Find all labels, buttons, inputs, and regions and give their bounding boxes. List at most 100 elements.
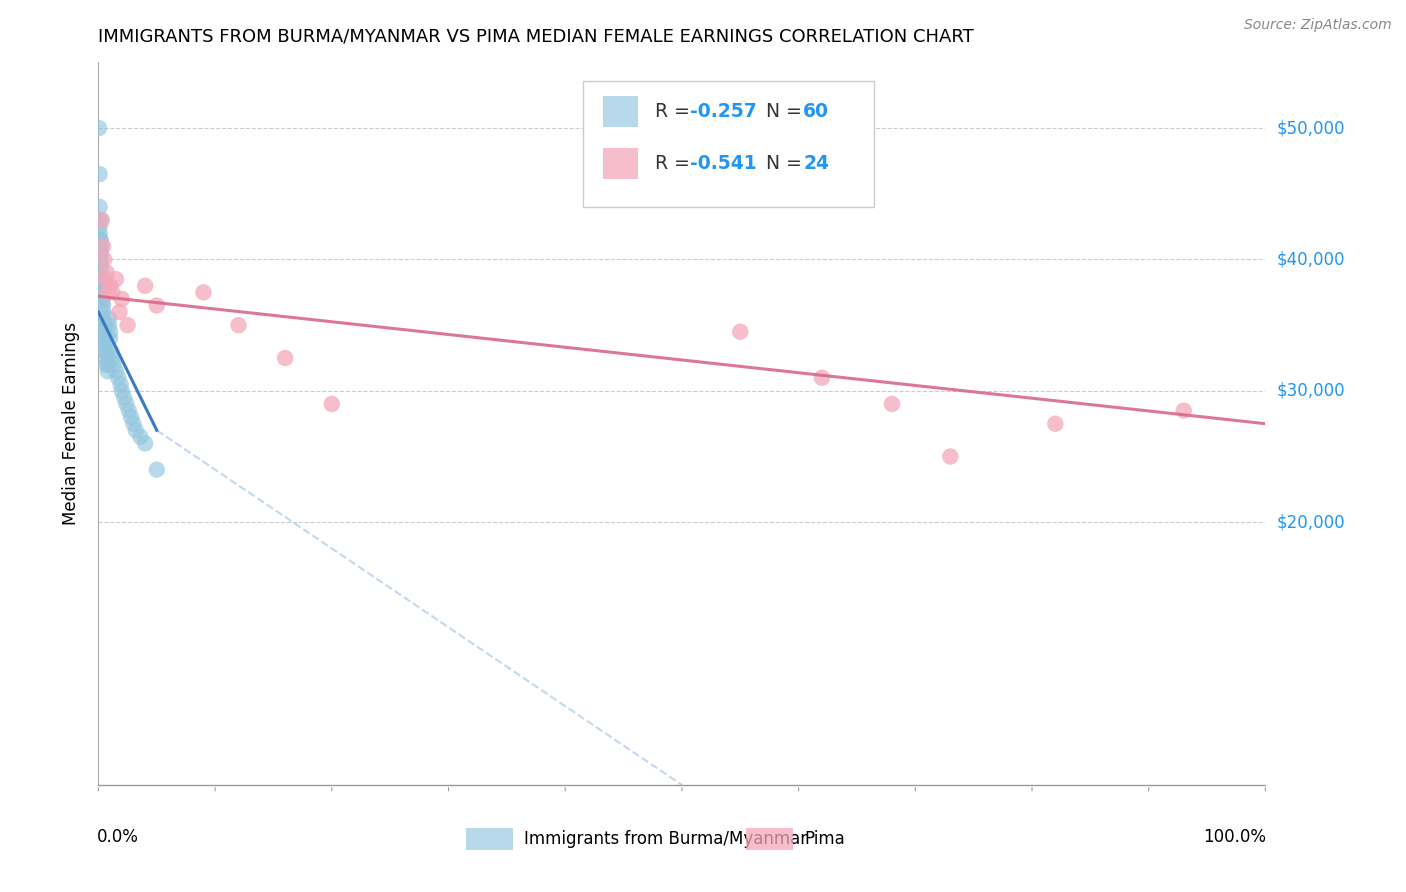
Point <box>98 331 121 345</box>
Text: Pima: Pima <box>804 830 845 848</box>
Point <box>90 259 112 273</box>
Point <box>91 278 114 293</box>
Point <box>1173 403 1195 417</box>
Point <box>118 403 141 417</box>
Text: Source: ZipAtlas.com: Source: ZipAtlas.com <box>1244 18 1392 32</box>
Point <box>90 292 112 306</box>
Point <box>97 318 120 333</box>
FancyBboxPatch shape <box>747 829 793 850</box>
Point <box>96 266 118 280</box>
Text: $20,000: $20,000 <box>1277 513 1346 532</box>
Text: -0.541: -0.541 <box>690 154 756 173</box>
Point <box>89 226 111 240</box>
Point <box>101 351 124 365</box>
Text: 60: 60 <box>803 102 830 121</box>
Point <box>94 331 117 345</box>
Point <box>321 397 343 411</box>
Point <box>93 325 115 339</box>
Point <box>146 463 169 477</box>
Text: 0.0%: 0.0% <box>97 829 139 847</box>
Point <box>90 266 112 280</box>
Point <box>89 246 111 260</box>
Point <box>90 285 112 300</box>
FancyBboxPatch shape <box>603 96 637 127</box>
FancyBboxPatch shape <box>465 829 513 850</box>
Point <box>89 233 111 247</box>
Point <box>228 318 250 333</box>
Point <box>89 213 111 227</box>
Point <box>89 213 111 227</box>
Point <box>730 325 752 339</box>
Point <box>94 272 117 286</box>
Point <box>129 430 152 444</box>
Point <box>91 311 114 326</box>
Point <box>93 318 115 333</box>
Text: $50,000: $50,000 <box>1277 120 1346 137</box>
FancyBboxPatch shape <box>603 148 637 178</box>
Point <box>811 370 834 384</box>
Point <box>134 278 156 293</box>
Text: 24: 24 <box>803 154 830 173</box>
Text: IMMIGRANTS FROM BURMA/MYANMAR VS PIMA MEDIAN FEMALE EARNINGS CORRELATION CHART: IMMIGRANTS FROM BURMA/MYANMAR VS PIMA ME… <box>98 28 974 45</box>
Point <box>103 358 125 372</box>
Point <box>96 358 118 372</box>
Point <box>91 294 114 309</box>
Point <box>101 285 124 300</box>
Point <box>89 252 111 267</box>
Point <box>112 391 135 405</box>
Point <box>96 344 118 359</box>
Point <box>90 213 112 227</box>
Point <box>90 278 112 293</box>
Point <box>97 285 120 300</box>
Point <box>104 364 127 378</box>
Point <box>1045 417 1067 431</box>
Point <box>97 311 120 326</box>
Point <box>98 325 121 339</box>
Point <box>122 417 145 431</box>
Point <box>111 384 134 398</box>
Point <box>91 239 114 253</box>
Point <box>134 436 156 450</box>
Text: -0.257: -0.257 <box>690 102 756 121</box>
Point <box>193 285 215 300</box>
Text: R =: R = <box>655 102 696 121</box>
Point <box>97 364 120 378</box>
Point <box>89 200 111 214</box>
Point <box>90 278 112 293</box>
Point <box>120 410 142 425</box>
Point <box>89 239 111 253</box>
Point <box>90 272 112 286</box>
Point <box>93 252 115 267</box>
Text: $30,000: $30,000 <box>1277 382 1346 400</box>
Point <box>97 358 120 372</box>
Text: R =: R = <box>655 154 696 173</box>
Point <box>94 344 117 359</box>
Point <box>107 370 129 384</box>
Text: Immigrants from Burma/Myanmar: Immigrants from Burma/Myanmar <box>524 830 807 848</box>
Point <box>146 298 169 312</box>
Point <box>125 423 148 437</box>
Point <box>117 318 139 333</box>
Point <box>94 338 117 352</box>
Text: N =: N = <box>754 102 808 121</box>
Text: N =: N = <box>754 154 808 173</box>
FancyBboxPatch shape <box>582 80 875 207</box>
Point <box>90 246 112 260</box>
Point <box>87 121 110 136</box>
Point <box>96 351 118 365</box>
Point <box>93 331 115 345</box>
Text: 100.0%: 100.0% <box>1204 829 1267 847</box>
Point <box>90 272 112 286</box>
Text: $40,000: $40,000 <box>1277 251 1346 268</box>
Point <box>89 167 111 181</box>
Point <box>90 252 112 267</box>
Point <box>110 377 132 392</box>
Point <box>90 233 112 247</box>
Y-axis label: Median Female Earnings: Median Female Earnings <box>62 322 80 525</box>
Point <box>93 318 115 333</box>
Point <box>91 305 114 319</box>
Point <box>108 305 131 319</box>
Point <box>880 397 903 411</box>
Point <box>104 272 127 286</box>
Point <box>100 344 122 359</box>
